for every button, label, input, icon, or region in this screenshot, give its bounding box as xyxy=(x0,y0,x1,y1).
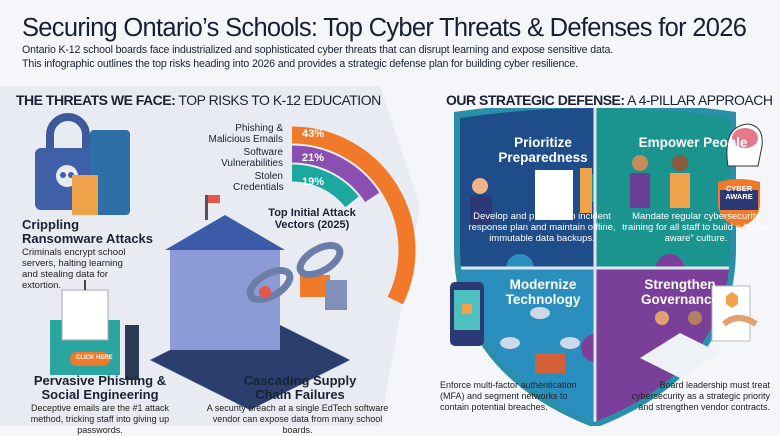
people-group-icon xyxy=(470,178,492,226)
chart-value-software: 21% xyxy=(302,152,325,164)
threats-heading: THE THREATS WE FACE: TOP RISKS TO K-12 E… xyxy=(16,92,381,108)
subtitle-line-2: This infographic outlines the top risks … xyxy=(22,58,578,70)
pillar-text-governance: Board leadership must treat cybersecurit… xyxy=(631,380,770,412)
server-stack-icon xyxy=(72,130,130,215)
click-here-button-illustration xyxy=(70,352,110,366)
threat-text-ransomware: Criminals encrypt school servers, haltin… xyxy=(22,247,126,291)
pillar-title-preparedness: Prioritize Preparedness xyxy=(498,135,588,165)
click-here-label: CLICK HERE xyxy=(76,355,113,361)
contract-handshake-icon xyxy=(711,285,758,342)
chart-value-phishing: 43% xyxy=(302,128,325,140)
pillar-text-preparedness: Develop and practice an incident respons… xyxy=(468,211,616,244)
checklist-icon xyxy=(535,170,573,220)
pillar-title-people: Empower People xyxy=(638,135,748,150)
network-database-icon xyxy=(500,307,580,373)
threat-title-phishing: Pervasive Phishing & Social Engineering xyxy=(33,373,167,402)
defense-shield xyxy=(454,108,736,426)
chart-arc-1 xyxy=(291,145,380,203)
lock-icon xyxy=(580,168,592,213)
pillar-title-technology: Modernize Technology xyxy=(505,277,581,307)
chart-title: Top Initial Attack Vectors (2025) xyxy=(268,207,356,231)
page-title: Securing Ontario’s Schools: Top Cyber Th… xyxy=(22,14,747,42)
school-building-icon xyxy=(150,195,350,410)
mfa-phone-icon xyxy=(450,282,484,346)
cyber-aware-shield-icon xyxy=(718,179,760,228)
threat-title-ransomware: Crippling Ransomware Attacks xyxy=(22,217,154,246)
subtitle-line-1: Ontario K-12 school boards face industri… xyxy=(22,44,614,56)
boardroom-meeting-icon xyxy=(640,311,720,378)
brain-head-icon xyxy=(726,123,763,167)
staff-training-icon xyxy=(630,155,690,208)
chart-label-credentials: Stolen Credentials xyxy=(233,171,284,193)
attack-vector-chart xyxy=(291,126,416,305)
chart-label-phishing: Phishing & Malicious Emails xyxy=(208,123,283,145)
chart-arc-2 xyxy=(291,164,359,208)
threat-title-supply-chain: Cascading Supply Chain Failures xyxy=(243,373,357,402)
broken-chain-icon xyxy=(246,241,347,310)
chart-arc-0 xyxy=(291,126,416,305)
cyber-aware-badge: CYBER AWARE xyxy=(725,184,753,201)
pillar-quadrant-people xyxy=(595,108,730,268)
threats-illustrations xyxy=(35,113,350,410)
pillar-text-people: Mandate regular cybersecurity training f… xyxy=(622,211,770,244)
chart-value-credentials: 19% xyxy=(302,176,325,188)
pillar-title-governance: Strengthen Governance xyxy=(640,277,720,307)
defense-heading: OUR STRATEGIC DEFENSE: A 4-PILLAR APPROA… xyxy=(446,92,773,108)
pillar-text-technology: Enforce multi-factor authentication (MFA… xyxy=(440,380,577,412)
chart-label-software: Software Vulnerabilities xyxy=(221,147,283,169)
